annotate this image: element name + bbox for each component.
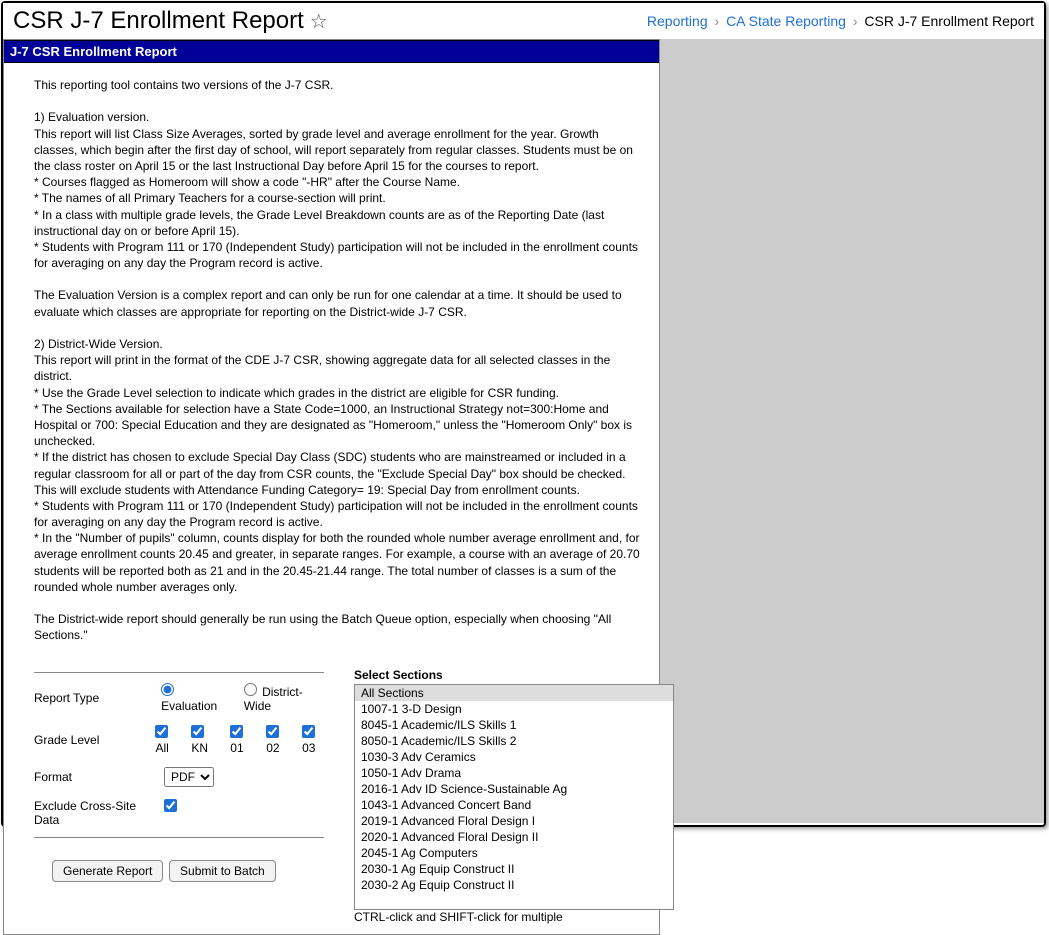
sections-listbox[interactable]: All Sections1007-1 3-D Design8045-1 Acad…: [354, 684, 674, 910]
description-line: * In a class with multiple grade levels,…: [34, 207, 641, 239]
grade-level-row: Grade Level All KN 01 02 03: [34, 719, 334, 761]
content-background: J-7 CSR Enrollment Report This reporting…: [3, 39, 1044, 823]
form-right: Select Sections All Sections1007-1 3-D D…: [354, 668, 674, 924]
exclude-cross-site-checkbox[interactable]: [164, 799, 177, 812]
description-line: The District-wide report should generall…: [34, 611, 641, 643]
divider: [34, 672, 324, 673]
description-line: * Courses flagged as Homeroom will show …: [34, 174, 641, 190]
select-sections-label: Select Sections: [354, 668, 674, 682]
description-line: [34, 595, 641, 611]
section-item[interactable]: 1050-1 Adv Drama: [355, 765, 673, 781]
button-row: Generate Report Submit to Batch: [34, 842, 334, 892]
submit-to-batch-button[interactable]: Submit to Batch: [169, 860, 276, 882]
section-item[interactable]: 8050-1 Academic/ILS Skills 2: [355, 733, 673, 749]
grade-level-checkbox[interactable]: [230, 725, 243, 738]
grade-level-controls: All KN 01 02 03: [155, 725, 334, 755]
section-item[interactable]: 1043-1 Advanced Concert Band: [355, 797, 673, 813]
section-item[interactable]: 2016-1 Adv ID Science-Sustainable Ag: [355, 781, 673, 797]
description-line: [34, 271, 641, 287]
grade-level-checkbox-03[interactable]: 03: [302, 725, 328, 755]
report-type-label: Report Type: [34, 691, 161, 705]
description-line: 1) Evaluation version.: [34, 109, 641, 125]
section-header: J-7 CSR Enrollment Report: [4, 40, 659, 63]
breadcrumb: Reporting › CA State Reporting › CSR J-7…: [647, 13, 1034, 29]
radio-district-wide-label[interactable]: District-Wide: [244, 683, 328, 713]
description-line: * The Sections available for selection h…: [34, 401, 641, 450]
grade-level-checkbox[interactable]: [266, 725, 279, 738]
radio-evaluation-label[interactable]: Evaluation: [161, 683, 234, 713]
description-line: The Evaluation Version is a complex repo…: [34, 287, 641, 319]
description-line: * Students with Program 111 or 170 (Inde…: [34, 239, 641, 271]
grade-level-label: Grade Level: [34, 733, 155, 747]
grade-level-checkbox-kn[interactable]: KN: [191, 725, 220, 755]
page-title-text: CSR J-7 Enrollment Report: [13, 7, 304, 35]
section-item[interactable]: 1030-3 Adv Ceramics: [355, 749, 673, 765]
description-line: This report will list Class Size Average…: [34, 126, 641, 175]
grade-level-checkbox[interactable]: [302, 725, 315, 738]
grade-level-checkbox-all[interactable]: All: [155, 725, 181, 755]
grade-level-checkbox-01[interactable]: 01: [230, 725, 256, 755]
description-line: * The names of all Primary Teachers for …: [34, 190, 641, 206]
section-item[interactable]: 1007-1 3-D Design: [355, 701, 673, 717]
section-item[interactable]: 2020-1 Advanced Floral Design II: [355, 829, 673, 845]
favorite-star-icon[interactable]: ☆: [310, 9, 328, 34]
description-line: * In the "Number of pupils" column, coun…: [34, 530, 641, 595]
breadcrumb-ca-state-reporting[interactable]: CA State Reporting: [726, 13, 846, 29]
section-item[interactable]: All Sections: [355, 685, 673, 701]
header-row: CSR J-7 Enrollment Report ☆ Reporting › …: [3, 3, 1044, 39]
description-line: [34, 320, 641, 336]
description-line: * If the district has chosen to exclude …: [34, 449, 641, 498]
grade-level-checkbox[interactable]: [191, 725, 204, 738]
description-line: * Students with Program 111 or 170 (Inde…: [34, 498, 641, 530]
exclude-row: Exclude Cross-Site Data: [34, 793, 334, 833]
section-item[interactable]: 2030-2 Ag Equip Construct II: [355, 877, 673, 893]
grade-level-checkbox[interactable]: [155, 725, 168, 738]
divider: [34, 837, 324, 838]
chevron-right-icon: ›: [715, 13, 720, 29]
breadcrumb-reporting[interactable]: Reporting: [647, 13, 708, 29]
sections-hint: CTRL-click and SHIFT-click for multiple: [354, 910, 674, 924]
section-item[interactable]: 2030-1 Ag Equip Construct II: [355, 861, 673, 877]
description-line: 2) District-Wide Version.: [34, 336, 641, 352]
section-item[interactable]: 2045-1 Ag Computers: [355, 845, 673, 861]
format-label: Format: [34, 770, 164, 784]
description-line: This report will print in the format of …: [34, 352, 641, 384]
generate-report-button[interactable]: Generate Report: [52, 860, 163, 882]
description-line: [34, 93, 641, 109]
exclude-label: Exclude Cross-Site Data: [34, 799, 164, 827]
description-line: This reporting tool contains two version…: [34, 77, 641, 93]
format-row: Format PDF: [34, 761, 334, 793]
form-left: Report Type Evaluation District-Wide: [34, 668, 334, 924]
page-title: CSR J-7 Enrollment Report ☆: [13, 7, 328, 35]
chevron-right-icon: ›: [853, 13, 858, 29]
section-item[interactable]: 2019-1 Advanced Floral Design I: [355, 813, 673, 829]
form-area: Report Type Evaluation District-Wide: [4, 658, 659, 934]
breadcrumb-current: CSR J-7 Enrollment Report: [864, 13, 1034, 29]
report-type-row: Report Type Evaluation District-Wide: [34, 677, 334, 719]
format-select[interactable]: PDF: [164, 767, 214, 787]
grade-level-checkbox-02[interactable]: 02: [266, 725, 292, 755]
description-line: * Use the Grade Level selection to indic…: [34, 385, 641, 401]
section-item[interactable]: 8045-1 Academic/ILS Skills 1: [355, 717, 673, 733]
radio-evaluation[interactable]: [161, 683, 174, 696]
content-panel: J-7 CSR Enrollment Report This reporting…: [3, 39, 660, 935]
report-description: This reporting tool contains two version…: [4, 63, 659, 658]
radio-district-wide[interactable]: [244, 683, 257, 696]
